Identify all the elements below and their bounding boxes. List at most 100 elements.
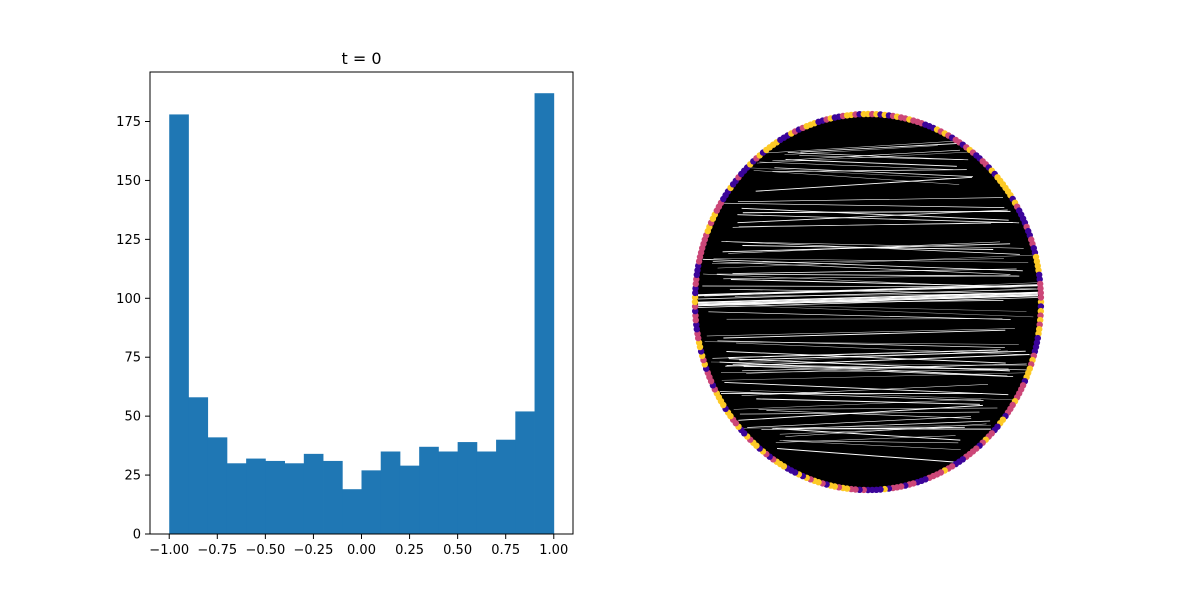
y-tick-label: 100	[116, 292, 141, 307]
network-edge-gap	[725, 354, 1030, 367]
network-edge-gap	[762, 140, 958, 154]
network-edge-gap	[726, 365, 1014, 377]
network-edge-gap	[697, 297, 1039, 308]
y-tick-label: 50	[124, 410, 141, 425]
x-axis-ticks: −1.00 −0.75 −0.50 −0.25 0.00 0.25 0.50 0.75 1.00	[149, 534, 568, 558]
histogram-bar	[399, 465, 420, 534]
network-edge-gap	[730, 279, 1009, 287]
network-edge-gap	[697, 285, 1039, 297]
network-edge-gap	[736, 342, 1037, 356]
histogram-bar	[361, 470, 382, 534]
network-edge-gap	[756, 398, 980, 405]
x-tick-label: −0.75	[197, 543, 237, 558]
network-edge-gap	[753, 170, 960, 185]
histogram-bar	[457, 442, 478, 534]
histogram-bar	[496, 439, 516, 534]
x-tick-label: 1.00	[539, 543, 568, 558]
histogram-bar	[419, 446, 439, 534]
histogram-bar	[515, 411, 535, 534]
histogram-bar	[207, 437, 228, 534]
network-node	[1037, 303, 1045, 310]
histogram-bar	[380, 451, 401, 534]
network-edge-gap	[723, 275, 1009, 280]
histogram-bar	[226, 463, 247, 534]
x-tick-label: −1.00	[149, 543, 189, 558]
network-edge-gap	[775, 435, 956, 443]
network-edge-gap	[723, 329, 1006, 339]
network-edge-gap	[726, 318, 1003, 320]
network-edge-gap	[746, 167, 956, 179]
network-edge-gap	[717, 340, 1005, 348]
histogram-bar	[342, 489, 362, 534]
x-tick-label: −0.25	[294, 543, 334, 558]
network-edge-gap	[787, 152, 964, 161]
network-edge-gap	[785, 159, 957, 167]
network-edge-gap	[697, 288, 1039, 300]
network-edge-gap	[738, 223, 992, 227]
network-edge-gap	[741, 207, 1009, 221]
histogram-bar	[476, 451, 497, 534]
network-edge-gap	[717, 254, 1034, 269]
y-tick-label: 0	[133, 528, 141, 543]
histogram-bar	[246, 458, 266, 534]
network-edge-gap	[737, 214, 1020, 224]
histogram-axes-frame	[149, 71, 574, 535]
x-tick-label: 0.25	[395, 543, 424, 558]
y-tick-label: 150	[116, 174, 141, 189]
network-edge-gap	[742, 210, 1011, 214]
network-edge-gap	[761, 420, 991, 431]
y-tick-label: 25	[124, 469, 141, 484]
network-edge-gap	[708, 311, 1011, 320]
network-edge-gap	[697, 284, 1039, 295]
x-tick-label: −0.50	[245, 543, 285, 558]
network-node	[691, 294, 699, 301]
network-edge-gap	[739, 350, 1026, 361]
histogram-bar	[323, 460, 343, 534]
network-edge-gap	[779, 440, 961, 450]
histogram-panel: t = 0 −1.00 −0.75 −0.50 −0.25 0.00 0.25 0.50 0.…	[116, 49, 574, 558]
network-edge-gap	[775, 428, 961, 441]
network-edge-gap	[712, 261, 1011, 275]
network-node	[1037, 294, 1045, 301]
network-edge-gap	[771, 426, 965, 430]
network-edge-gap	[758, 407, 998, 410]
network-edge-gap	[783, 440, 959, 444]
histogram-bar	[438, 451, 459, 534]
network-node	[691, 298, 699, 306]
network-edge-gap	[706, 328, 1015, 337]
network-edge-gap	[697, 293, 1039, 305]
network-edge-gap	[732, 268, 1017, 274]
y-tick-label: 75	[124, 351, 141, 366]
network-edge-gap	[746, 364, 997, 374]
network-edge-gaps	[697, 140, 1039, 463]
network-edge-gap	[737, 197, 1004, 202]
network-edge-gap	[750, 390, 1017, 401]
network-node	[1037, 289, 1045, 297]
network-node	[1037, 298, 1045, 306]
network-edge-gap	[739, 425, 991, 429]
network-node	[692, 307, 699, 315]
network-edge-gap	[719, 361, 1008, 377]
network-edge-gap	[721, 372, 1025, 381]
network-edge-gap	[704, 341, 1019, 345]
network-edge-gap	[774, 167, 973, 177]
network-edge-gap	[739, 411, 980, 415]
network-edge-gap	[759, 161, 954, 170]
network-edge-gap	[697, 284, 1039, 296]
network-edge-gap	[711, 258, 1004, 264]
network-edge-gap	[747, 416, 972, 428]
network-edge-gap	[697, 292, 1039, 304]
network-edge-gap	[733, 398, 982, 410]
network-graph-panel	[691, 110, 1045, 494]
network-edge-gap	[766, 410, 972, 419]
network-edge-gap	[728, 349, 1001, 358]
network-edge-gap	[725, 241, 1024, 249]
network-edge-gap	[713, 258, 1029, 263]
network-edge-gap	[723, 202, 1005, 208]
histogram-title: t = 0	[341, 49, 381, 68]
network-edge-gap	[724, 381, 1009, 396]
network-edge-gap	[733, 350, 1008, 363]
network-edge-gap	[720, 369, 1000, 373]
network-edge-gap	[702, 258, 1023, 272]
